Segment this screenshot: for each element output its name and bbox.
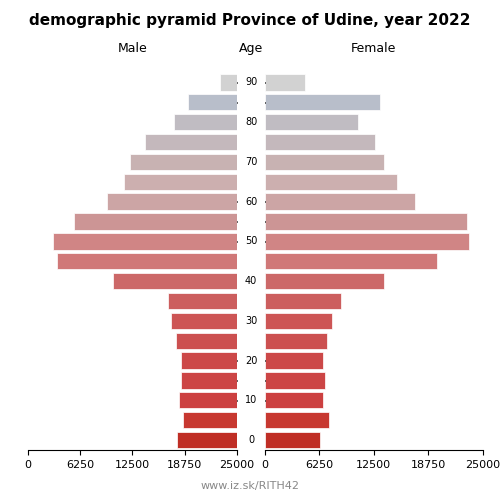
Text: Female: Female (351, 42, 397, 55)
Bar (265, 174, 397, 190)
Bar (52, 233, 237, 250)
Text: 20: 20 (245, 356, 257, 366)
Bar (265, 214, 467, 230)
Bar (179, 392, 237, 408)
Bar (107, 194, 237, 210)
Text: 50: 50 (245, 236, 257, 246)
Bar (265, 134, 376, 150)
Bar (124, 174, 237, 190)
Bar (265, 392, 324, 408)
Bar (171, 312, 237, 329)
Bar (265, 293, 340, 309)
Bar (265, 94, 380, 110)
Text: www.iz.sk/RITH42: www.iz.sk/RITH42 (200, 481, 300, 491)
Text: Age: Age (239, 42, 263, 55)
Bar (265, 372, 325, 388)
Bar (265, 312, 332, 329)
Bar (265, 412, 328, 428)
Bar (181, 372, 237, 388)
Text: 30: 30 (245, 316, 257, 326)
Bar (265, 352, 324, 368)
Bar (265, 332, 327, 349)
Bar (265, 432, 320, 448)
Bar (174, 114, 237, 130)
Bar (57, 253, 237, 270)
Bar (168, 293, 237, 309)
Text: 0: 0 (248, 435, 254, 445)
Text: 60: 60 (245, 196, 257, 206)
Bar (220, 74, 237, 90)
Text: 70: 70 (245, 157, 257, 167)
Bar (265, 273, 384, 289)
Bar (145, 134, 237, 150)
Bar (265, 114, 358, 130)
Bar (130, 154, 237, 170)
Text: 40: 40 (245, 276, 257, 286)
Bar (265, 154, 384, 170)
Bar (184, 412, 237, 428)
Bar (188, 94, 237, 110)
Bar (74, 214, 237, 230)
Bar (176, 332, 237, 349)
Bar (265, 74, 305, 90)
Text: 80: 80 (245, 117, 257, 127)
Bar (176, 432, 237, 448)
Text: 90: 90 (245, 78, 257, 88)
Bar (113, 273, 237, 289)
Bar (265, 233, 470, 250)
Text: 10: 10 (245, 396, 257, 406)
Bar (265, 253, 438, 270)
Bar (181, 352, 237, 368)
Bar (265, 194, 414, 210)
Text: Male: Male (118, 42, 147, 55)
Text: demographic pyramid Province of Udine, year 2022: demographic pyramid Province of Udine, y… (29, 12, 471, 28)
